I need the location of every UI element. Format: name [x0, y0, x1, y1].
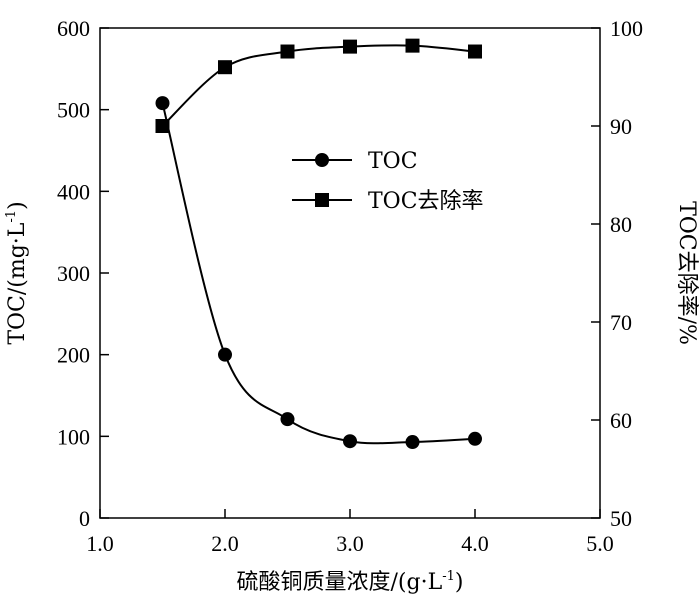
y-left-axis-title: TOC/(mg·L-1) [4, 201, 30, 344]
y-left-tick-label: 100 [57, 424, 90, 449]
y-left-tick-label: 500 [57, 98, 90, 123]
y-left-tick-label: 200 [57, 343, 90, 368]
y-right-tick-label: 50 [610, 506, 632, 531]
toc-point [280, 412, 295, 427]
ticks [99, 27, 601, 519]
y-left-tick-label: 600 [57, 16, 90, 41]
toc-removal-rate-line [161, 44, 476, 127]
series-layer [155, 38, 482, 450]
toc-removal-rate-point [280, 44, 295, 59]
legend: TOC TOC去除率 [292, 149, 484, 214]
toc-point [405, 435, 420, 450]
x-axis-title: 硫酸铜质量浓度/(g·L-1) [237, 569, 464, 595]
x-tick-label: 4.0 [461, 531, 489, 556]
toc-point [155, 96, 170, 111]
toc-removal-rate-point [218, 60, 232, 75]
y-left-tick-label: 400 [57, 179, 90, 204]
legend-label-toc-removal-rate: TOC去除率 [368, 189, 484, 214]
x-tick-label: 2.0 [211, 531, 239, 556]
x-tick-label: 5.0 [586, 531, 614, 556]
toc-point [343, 434, 357, 449]
x-tick-label: 3.0 [336, 531, 364, 556]
tick-labels: 1.0 2.0 3.0 4.0 5.0 0 100 200 300 400 500 600 50 60 70… [57, 16, 643, 556]
y-right-tick-label: 60 [610, 408, 632, 433]
y-right-tick-label: 80 [610, 212, 632, 237]
legend-marker-toc-removal-rate [315, 193, 329, 207]
y-left-tick-label: 0 [79, 506, 90, 531]
x-tick-label: 1.0 [86, 531, 114, 556]
toc-removal-rate-point [343, 39, 357, 54]
toc-point [468, 431, 482, 446]
y-left-tick-label: 300 [57, 261, 90, 286]
legend-marker-toc [315, 153, 329, 167]
y-right-tick-label: 90 [610, 114, 632, 139]
y-right-tick-label: 100 [610, 16, 643, 41]
toc-point [218, 347, 232, 362]
y-right-tick-label: 70 [610, 310, 632, 335]
toc-removal-rate-point [468, 44, 482, 59]
legend-label-toc: TOC [368, 149, 418, 174]
y-right-axis-title: TOC去除率/% [674, 201, 699, 345]
toc-removal-rate-point [405, 38, 420, 53]
toc-removal-rate-point [155, 119, 170, 133]
